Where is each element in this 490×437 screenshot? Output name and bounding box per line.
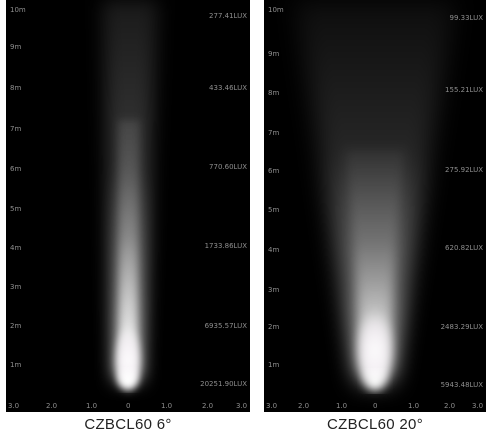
distance-label: 9m [268, 50, 280, 58]
distance-label: 9m [10, 43, 22, 51]
distance-label: 3m [268, 286, 280, 294]
lux-label: 2483.29LUX [440, 323, 483, 331]
beam-6deg-graphic [102, 0, 158, 394]
x-tick-label: 3.0 [266, 402, 278, 410]
lux-label: 155.21LUX [445, 86, 483, 94]
x-tick-label: 2.0 [444, 402, 456, 410]
x-tick-label: 1.0 [336, 402, 348, 410]
distance-label: 4m [10, 244, 22, 252]
lux-label: 620.82LUX [445, 244, 483, 252]
x-tick-label: 1.0 [86, 402, 98, 410]
lux-label: 6935.57LUX [204, 322, 247, 330]
distance-label: 5m [10, 205, 22, 213]
distance-label: 8m [10, 84, 22, 92]
lux-label: 433.46LUX [209, 84, 247, 92]
distance-label: 7m [10, 125, 22, 133]
x-tick-label: 0 [373, 402, 378, 410]
lux-label: 1733.86LUX [204, 242, 247, 250]
x-tick-label: 3.0 [236, 402, 248, 410]
caption-20deg: CZBCL60 20° [326, 416, 423, 433]
distance-label: 7m [268, 129, 280, 137]
distance-label: 2m [268, 323, 280, 331]
distance-label: 5m [268, 206, 280, 214]
distance-label: 10m [268, 6, 284, 14]
distance-label: 1m [10, 361, 22, 369]
beam-core [118, 120, 140, 378]
lux-label: 5943.48LUX [440, 381, 483, 389]
distance-label: 6m [10, 165, 22, 173]
lux-label: 275.92LUX [445, 166, 483, 174]
beam-hotspot [355, 310, 395, 390]
lux-label: 277.41LUX [209, 12, 247, 20]
lux-label: 770.60LUX [209, 163, 247, 171]
x-tick-label: 3.0 [8, 402, 20, 410]
x-tick-label: 2.0 [46, 402, 58, 410]
x-tick-label: 3.0 [472, 402, 484, 410]
beam-panel-6deg: 10m 9m 8m 7m 6m 5m 4m 3m 2m 1m 277.41LUX… [6, 0, 250, 412]
x-tick-label: 0 [126, 402, 131, 410]
x-tick-label: 1.0 [161, 402, 173, 410]
beam-panel-20deg: 10m 9m 8m 7m 6m 5m 4m 3m 2m 1m 99.33LUX … [264, 0, 486, 412]
x-tick-label: 2.0 [202, 402, 214, 410]
x-tick-label: 1.0 [408, 402, 420, 410]
lux-label: 20251.90LUX [200, 380, 247, 388]
lux-label: 99.33LUX [449, 14, 483, 22]
distance-label: 6m [268, 167, 280, 175]
x-tick-label: 2.0 [298, 402, 310, 410]
distance-label: 2m [10, 322, 22, 330]
distance-label: 3m [10, 283, 22, 291]
caption-6deg: CZBCL60 6° [84, 416, 172, 433]
beam-20deg-graphic [294, 0, 456, 390]
distance-label: 1m [268, 361, 280, 369]
distance-label: 4m [268, 246, 280, 254]
distance-label: 10m [10, 6, 26, 14]
distance-label: 8m [268, 89, 280, 97]
